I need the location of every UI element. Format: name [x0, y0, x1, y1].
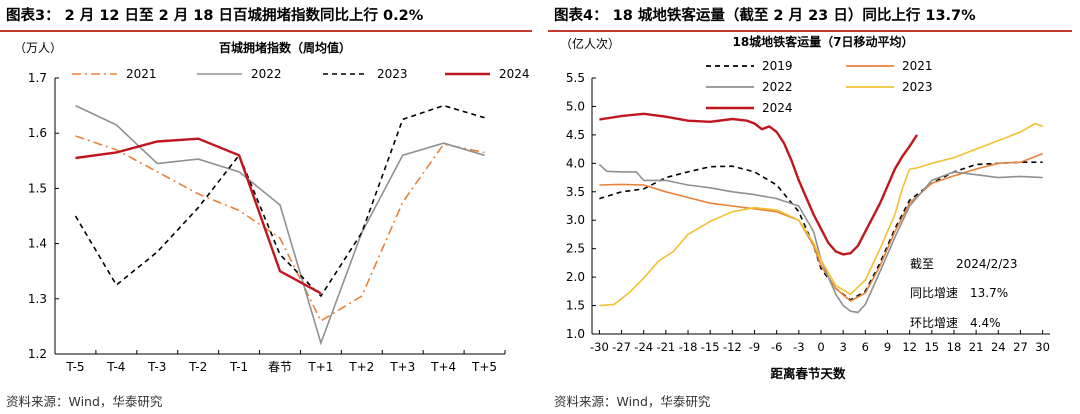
- right-x-tick-label: 21: [969, 340, 984, 354]
- left-x-tick-label: T+2: [348, 360, 374, 374]
- left-unit-label: （万人）: [14, 41, 62, 55]
- left-figure-title: 图表3： 2 月 12 日至 2 月 18 日百城拥堵指数同比上行 0.2%: [6, 8, 424, 24]
- right-chart: （亿人次） 18城地铁客运量（7日移动平均） 5.5 5.0 4.5 4.0 3.5 3.…: [560, 34, 1050, 381]
- left-series-2022: [75, 104, 485, 346]
- right-x-tick-label: 18: [947, 340, 962, 354]
- right-figure-title: 图表4： 18 城地铁客运量（截至 2 月 23 日）同比上行 13.7%: [554, 8, 976, 24]
- right-x-tick-label: -9: [749, 340, 760, 354]
- left-y-tick-label: 1.4: [28, 237, 47, 251]
- right-series-2023: [599, 122, 1043, 307]
- left-legend-label-2021: 2021: [126, 67, 157, 81]
- right-x-axis-label: 距离春节天数: [770, 366, 846, 381]
- right-x-tick-label: 12: [902, 340, 917, 354]
- left-x-tick-label: T+1: [307, 360, 333, 374]
- right-y-tick-label: 3.5: [566, 185, 585, 199]
- left-x-tick-label: T-5: [65, 360, 84, 374]
- right-x-tick-label: -15: [701, 340, 720, 354]
- annotation-mom-label: 环比增速: [910, 316, 958, 330]
- annotation-yoy-label: 同比增速: [910, 286, 958, 300]
- right-y-tick-label: 3.0: [566, 213, 585, 227]
- left-y-tick-label: 1.2: [28, 347, 47, 361]
- right-x-tick-label: 3: [839, 340, 846, 354]
- right-chart-title: 18城地铁客运量（7日移动平均）: [732, 34, 913, 49]
- right-y-tick-label: 5.0: [566, 99, 585, 113]
- left-title-rule: [0, 30, 532, 32]
- right-x-tick-label: -6: [771, 340, 782, 354]
- right-y-tick-label: 4.0: [566, 156, 585, 170]
- right-x-tick-label: 24: [991, 340, 1006, 354]
- right-series-2022: [598, 163, 1043, 314]
- left-y-tick-label: 1.6: [28, 126, 47, 140]
- left-legend-label-2022: 2022: [251, 67, 282, 81]
- left-x-tick-label: 春节: [268, 360, 292, 374]
- right-legend-label-2019: 2019: [762, 59, 793, 73]
- right-legend-label-2021: 2021: [902, 59, 933, 73]
- right-x-tick-label: -30: [590, 340, 609, 354]
- right-x-tick-label: 0: [817, 340, 824, 354]
- left-series-2023: [74, 104, 485, 298]
- right-x-tick-label: -21: [656, 340, 675, 354]
- left-series-2024: [75, 137, 322, 295]
- left-panel: 图表3： 2 月 12 日至 2 月 18 日百城拥堵指数同比上行 0.2% （…: [0, 8, 532, 409]
- right-series-2024: [599, 112, 919, 256]
- annotation-mom-value: 4.4%: [970, 316, 1001, 330]
- left-y-tick-label: 1.3: [28, 292, 47, 306]
- left-x-tick-label: T-4: [106, 360, 125, 374]
- left-legend-label-2023: 2023: [377, 67, 408, 81]
- right-x-tick-label: 6: [862, 340, 869, 354]
- right-x-tick-label: 27: [1013, 340, 1028, 354]
- right-legend-label-2024: 2024: [762, 101, 793, 115]
- right-title-rule: [548, 30, 1072, 32]
- right-y-tick-label: 1.0: [566, 327, 585, 341]
- left-x-tick-label: T+4: [430, 360, 456, 374]
- right-y-tick-label: 5.5: [566, 71, 585, 85]
- right-x-tick-label: -24: [634, 340, 653, 354]
- annotation-date-value: 2024/2/23: [956, 257, 1018, 271]
- right-y-tick-label: 2.0: [566, 270, 585, 284]
- left-source: 资料来源：Wind，华泰研究: [6, 394, 163, 409]
- right-x-tick-label: 15: [924, 340, 939, 354]
- right-y-tick-label: 1.5: [566, 299, 585, 313]
- left-x-tick-label: T-3: [147, 360, 166, 374]
- right-x-tick-label: 9: [884, 340, 891, 354]
- right-source: 资料来源：Wind，华泰研究: [554, 394, 711, 409]
- right-x-tick-label: -12: [723, 340, 742, 354]
- right-y-tick-label: 4.5: [566, 128, 585, 142]
- right-x-tick-label: -27: [612, 340, 631, 354]
- right-x-tick-label: -3: [793, 340, 804, 354]
- right-legend-label-2022: 2022: [762, 80, 793, 94]
- left-chart-title: 百城拥堵指数（周均值）: [219, 40, 351, 55]
- right-x-tick-label: -18: [679, 340, 698, 354]
- left-y-tick-label: 1.7: [28, 71, 47, 85]
- left-x-tick-label: T+3: [389, 360, 415, 374]
- right-unit-label: （亿人次）: [560, 36, 620, 51]
- right-x-tick-label: 30: [1035, 340, 1050, 354]
- left-x-tick-label: T+5: [471, 360, 497, 374]
- left-chart: （万人） 百城拥堵指数（周均值） 1.7 1.6 1.5 1.4 1.3 1.2 T-5 T-…: [14, 40, 530, 374]
- left-series-2021: [75, 135, 485, 323]
- left-y-tick-label: 1.5: [28, 181, 47, 195]
- annotation-yoy-value: 13.7%: [970, 286, 1008, 300]
- left-x-tick-label: T-2: [188, 360, 207, 374]
- right-panel: 图表4： 18 城地铁客运量（截至 2 月 23 日）同比上行 13.7% （亿…: [548, 0, 1080, 414]
- left-x-tick-label: T-1: [229, 360, 248, 374]
- annotation-date-label: 截至: [910, 257, 934, 271]
- right-legend-label-2023: 2023: [902, 80, 933, 94]
- right-y-tick-label: 2.5: [566, 242, 585, 256]
- left-legend-label-2024: 2024: [499, 67, 530, 81]
